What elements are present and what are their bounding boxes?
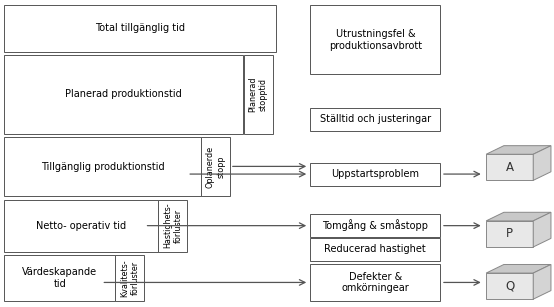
FancyBboxPatch shape (4, 5, 276, 52)
FancyBboxPatch shape (4, 55, 243, 134)
Text: Total tillgänglig tid: Total tillgänglig tid (95, 23, 185, 33)
FancyBboxPatch shape (310, 163, 440, 186)
Text: Defekter &
omkörningear: Defekter & omkörningear (341, 272, 409, 293)
Text: Uppstartsproblem: Uppstartsproblem (331, 169, 419, 179)
FancyBboxPatch shape (4, 137, 201, 196)
FancyBboxPatch shape (310, 264, 440, 301)
Text: Planerad produktionstid: Planerad produktionstid (65, 89, 182, 99)
Text: Tomgång & småstopp: Tomgång & småstopp (322, 220, 428, 231)
Text: Netto- operativ tid: Netto- operativ tid (37, 221, 126, 231)
Polygon shape (486, 264, 551, 273)
Text: Q: Q (505, 280, 514, 293)
Text: Planerad
stopptid: Planerad stopptid (248, 77, 268, 112)
Polygon shape (486, 221, 533, 247)
Text: Reducerad hastighet: Reducerad hastighet (325, 244, 426, 255)
Polygon shape (486, 154, 533, 180)
Text: A: A (506, 161, 514, 174)
FancyBboxPatch shape (310, 108, 440, 131)
FancyBboxPatch shape (244, 55, 273, 134)
Text: Hastighets-
förluster: Hastighets- förluster (163, 203, 183, 248)
FancyBboxPatch shape (4, 200, 158, 252)
Polygon shape (533, 264, 551, 299)
Text: P: P (506, 227, 513, 240)
Text: Utrustningsfel &
produktionsavbrott: Utrustningsfel & produktionsavbrott (329, 29, 422, 51)
Polygon shape (533, 146, 551, 180)
Polygon shape (486, 146, 551, 154)
FancyBboxPatch shape (310, 5, 440, 74)
Polygon shape (533, 212, 551, 247)
FancyBboxPatch shape (115, 255, 144, 301)
Text: Ställtid och justeringar: Ställtid och justeringar (320, 114, 431, 124)
Text: Kvalitets-
förluster: Kvalitets- förluster (120, 259, 140, 297)
Polygon shape (486, 212, 551, 221)
FancyBboxPatch shape (201, 137, 230, 196)
FancyBboxPatch shape (4, 255, 115, 301)
Polygon shape (486, 273, 533, 299)
FancyBboxPatch shape (310, 214, 440, 237)
Text: Oplanerde
stopp: Oplanerde stopp (206, 146, 225, 188)
FancyBboxPatch shape (310, 238, 440, 261)
FancyBboxPatch shape (158, 200, 187, 252)
Text: Värdeskapande
tid: Värdeskapande tid (22, 267, 98, 289)
Text: Tillgänglig produktionstid: Tillgänglig produktionstid (41, 161, 165, 172)
